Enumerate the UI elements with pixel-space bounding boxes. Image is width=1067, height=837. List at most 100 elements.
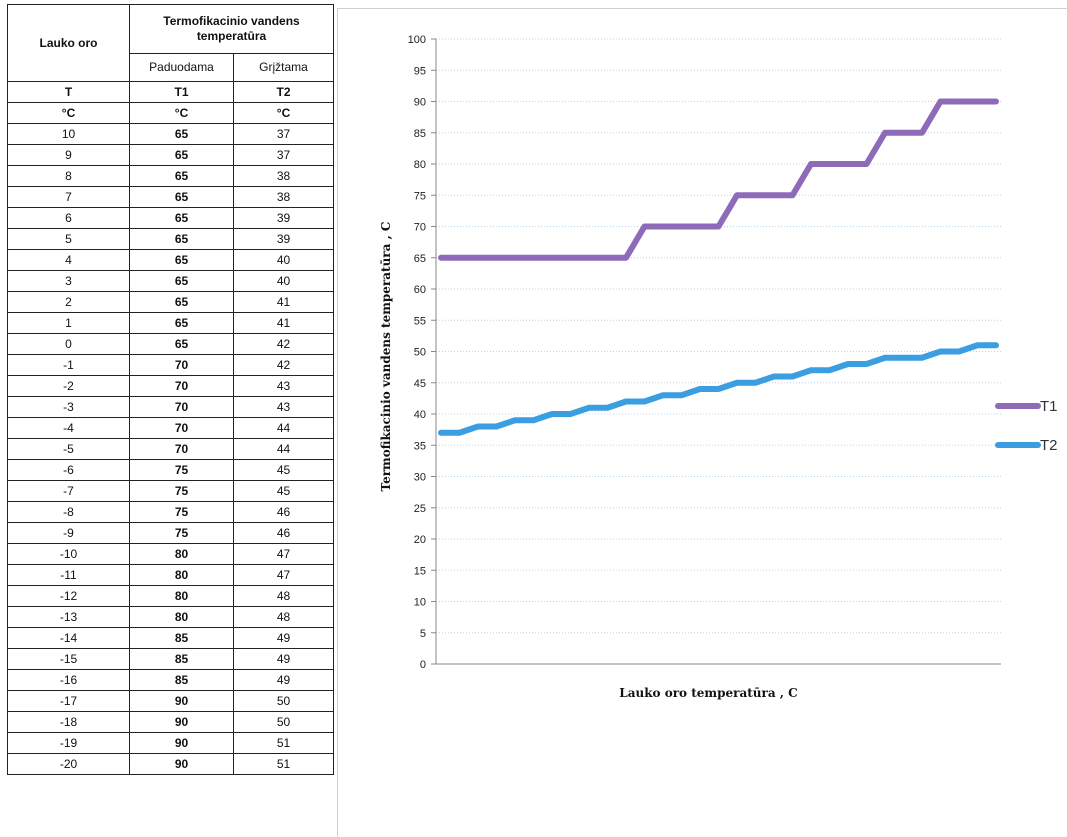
cell-outdoor-temp: 2 — [7, 291, 130, 313]
legend-label-t2: T2 — [1040, 437, 1058, 454]
table-row: -7 75 45 — [7, 480, 334, 502]
symbol-t2: T2 — [233, 81, 334, 103]
cell-outdoor-temp: 5 — [7, 228, 130, 250]
legend-label-t1: T1 — [1040, 398, 1058, 415]
cell-return-temp: 50 — [233, 690, 334, 712]
data-point — [697, 224, 703, 229]
cell-outdoor-temp: -3 — [7, 396, 130, 418]
cell-supply-temp: 65 — [129, 144, 234, 166]
table-row: -2 70 43 — [7, 375, 334, 397]
cell-return-temp: 49 — [233, 627, 334, 649]
cell-return-temp: 40 — [233, 270, 334, 292]
temperature-table: Lauko oro Termofikacinio vandens tempera… — [7, 4, 334, 775]
data-point — [438, 255, 444, 260]
table-row: 6 65 39 — [7, 207, 334, 229]
table-row: -1 70 42 — [7, 354, 334, 376]
data-point — [808, 161, 814, 167]
cell-supply-temp: 90 — [129, 690, 234, 712]
cell-supply-temp: 65 — [129, 228, 234, 250]
data-point — [549, 255, 555, 260]
unit-t: °C — [7, 102, 130, 124]
data-point — [901, 130, 906, 135]
data-point — [531, 255, 536, 260]
table-row: -16 85 49 — [7, 669, 334, 691]
data-point — [864, 361, 869, 367]
data-point — [753, 193, 758, 198]
cell-outdoor-temp: -7 — [7, 480, 130, 502]
data-point — [864, 161, 869, 167]
data-point — [771, 193, 777, 198]
table-row: -8 75 46 — [7, 501, 334, 523]
data-point — [660, 224, 666, 229]
table-row: 5 65 39 — [7, 228, 334, 250]
cell-return-temp: 48 — [233, 585, 334, 607]
data-point — [605, 255, 610, 260]
y-tick-label: 100 — [408, 34, 426, 46]
data-point — [808, 368, 814, 373]
table-row: 2 65 41 — [7, 291, 334, 313]
data-point — [716, 224, 721, 229]
data-point — [642, 224, 647, 229]
cell-outdoor-temp: -20 — [7, 753, 130, 775]
cell-return-temp: 48 — [233, 606, 334, 628]
symbol-t1: T1 — [129, 81, 234, 103]
cell-return-temp: 43 — [233, 375, 334, 397]
y-tick-label: 75 — [414, 190, 426, 202]
cell-supply-temp: 70 — [129, 417, 234, 439]
data-point — [790, 374, 795, 379]
cell-supply-temp: 65 — [129, 291, 234, 313]
table-row: -11 80 47 — [7, 564, 334, 586]
cell-outdoor-temp: 8 — [7, 165, 130, 187]
data-point — [975, 343, 980, 348]
header-paduodama: Paduodama — [129, 53, 234, 82]
data-point — [919, 355, 925, 360]
unit-t2: °C — [233, 102, 334, 124]
symbol-t: T — [7, 81, 130, 103]
cell-supply-temp: 75 — [129, 480, 234, 502]
table-row: -17 90 50 — [7, 690, 334, 712]
cell-supply-temp: 90 — [129, 732, 234, 754]
cell-outdoor-temp: -6 — [7, 459, 130, 481]
cell-return-temp: 41 — [233, 312, 334, 334]
cell-return-temp: 45 — [233, 480, 334, 502]
data-point — [901, 355, 906, 360]
data-point — [753, 380, 758, 385]
data-point — [697, 386, 703, 392]
cell-return-temp: 37 — [233, 123, 334, 145]
data-point — [660, 393, 666, 398]
data-point — [845, 361, 851, 367]
cell-supply-temp: 85 — [129, 648, 234, 670]
cell-supply-temp: 70 — [129, 375, 234, 397]
cell-outdoor-temp: -19 — [7, 732, 130, 754]
data-point — [993, 99, 999, 104]
cell-return-temp: 45 — [233, 459, 334, 481]
y-tick-label: 80 — [414, 159, 426, 171]
cell-supply-temp: 90 — [129, 711, 234, 733]
cell-return-temp: 46 — [233, 522, 334, 544]
cell-outdoor-temp: -16 — [7, 669, 130, 691]
cell-supply-temp: 85 — [129, 627, 234, 649]
cell-outdoor-temp: 9 — [7, 144, 130, 166]
cell-return-temp: 44 — [233, 417, 334, 439]
data-point — [475, 424, 481, 429]
header-water-temperature: Termofikacinio vandens temperatūra — [129, 4, 334, 54]
data-point — [475, 255, 481, 260]
y-tick-label: 0 — [420, 659, 426, 671]
data-point — [716, 386, 721, 392]
cell-return-temp: 47 — [233, 543, 334, 565]
cell-supply-temp: 65 — [129, 270, 234, 292]
data-point — [457, 255, 462, 260]
y-tick-label: 55 — [414, 315, 426, 327]
cell-supply-temp: 80 — [129, 564, 234, 586]
data-point — [623, 399, 629, 404]
data-point — [494, 255, 499, 260]
data-point — [438, 430, 444, 435]
data-point — [623, 255, 629, 260]
cell-return-temp: 39 — [233, 207, 334, 229]
table-row: 0 65 42 — [7, 333, 334, 355]
table-row: 9 65 37 — [7, 144, 334, 166]
table-row: -19 90 51 — [7, 732, 334, 754]
cell-return-temp: 38 — [233, 186, 334, 208]
cell-return-temp: 43 — [233, 396, 334, 418]
data-point — [993, 343, 999, 348]
